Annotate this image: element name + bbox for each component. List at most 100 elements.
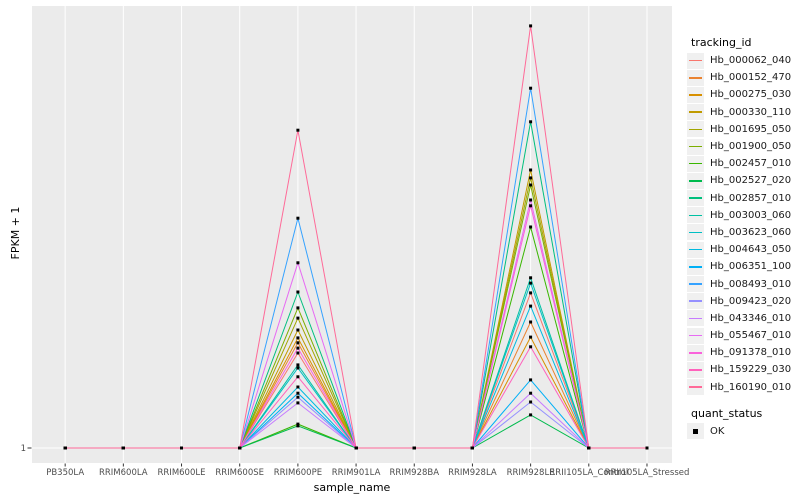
legend-item-label: Hb_006351_100 — [710, 261, 792, 273]
data-point — [296, 341, 300, 345]
legend-item-Hb_091378_010: Hb_091378_010 — [683, 344, 800, 361]
data-point — [529, 120, 533, 124]
data-point — [529, 413, 533, 417]
line-swatch-icon — [689, 145, 702, 148]
legend-item-label: Hb_091378_010 — [710, 347, 792, 359]
data-point — [296, 401, 300, 405]
legend-key — [687, 423, 704, 440]
data-point — [296, 346, 300, 350]
x-axis-title: sample_name — [314, 481, 391, 494]
legend-item-label: Hb_002457_010 — [710, 158, 792, 170]
legend-key — [687, 344, 704, 361]
data-point — [296, 261, 300, 265]
data-point — [296, 351, 300, 355]
data-point — [296, 316, 300, 320]
x-tick-label: RRIM600PE — [274, 468, 322, 478]
line-swatch-icon — [689, 180, 702, 182]
data-point — [470, 446, 474, 450]
line-swatch-icon — [689, 162, 702, 165]
x-tick-label: RRII105LA_Stressed — [605, 468, 690, 478]
line-swatch-icon — [689, 231, 702, 234]
data-point — [529, 86, 533, 90]
legend-key — [687, 361, 704, 378]
x-tick-label: RRII105LA_Control — [549, 468, 628, 478]
legend-items: Hb_000062_040 Hb_000152_470 Hb_000275_030 H… — [683, 52, 800, 396]
legend-key — [687, 379, 704, 396]
legend-item-label: Hb_008493_010 — [710, 278, 792, 290]
legend-item-label: Hb_002527_020 — [710, 175, 792, 187]
legend-key — [687, 224, 704, 241]
line-swatch-icon — [689, 283, 702, 285]
legend-item-Hb_055467_010: Hb_055467_010 — [683, 327, 800, 344]
data-point — [529, 304, 533, 308]
line-swatch-icon — [689, 111, 702, 113]
y-tick-label: 1 — [21, 444, 26, 454]
data-point — [529, 198, 533, 202]
line-swatch-icon — [689, 94, 702, 96]
data-point — [296, 328, 300, 332]
line-swatch-icon — [689, 334, 702, 337]
legend-item-label: OK — [710, 425, 725, 437]
data-point — [529, 281, 533, 285]
legend-item-label: Hb_000152_470 — [710, 72, 792, 84]
data-point — [296, 366, 300, 370]
data-point — [296, 306, 300, 310]
data-point — [296, 363, 300, 367]
axis-text: FPKM + 1 1 sample_name — [9, 207, 391, 494]
data-point — [529, 335, 533, 339]
legend-item-label: Hb_004643_050 — [710, 244, 792, 256]
data-point — [296, 422, 300, 426]
legend-item-label: Hb_001900_050 — [710, 141, 792, 153]
x-tick-label: PB350LA — [46, 468, 84, 478]
legend-key — [687, 69, 704, 86]
data-point — [412, 446, 416, 450]
legend-item-Hb_159229_030: Hb_159229_030 — [683, 361, 800, 378]
legend-key — [687, 52, 704, 69]
data-point — [354, 446, 358, 450]
data-point — [296, 216, 300, 220]
line-swatch-icon — [689, 352, 702, 354]
legend-item-Hb_002527_020: Hb_002527_020 — [683, 172, 800, 189]
data-point — [296, 391, 300, 395]
data-point — [296, 290, 300, 294]
data-point — [121, 446, 125, 450]
y-axis-title: FPKM + 1 — [9, 207, 22, 260]
legend-item-label: Hb_160190_010 — [710, 381, 792, 393]
line-swatch-icon — [689, 197, 702, 199]
data-point — [296, 424, 300, 428]
x-tick-label: RRIM928BA — [390, 468, 440, 478]
data-point — [645, 446, 649, 450]
line-swatch-icon — [689, 128, 702, 131]
x-tick-label: RRIM928LA — [448, 468, 497, 478]
legend-item-label: Hb_000330_110 — [710, 106, 792, 118]
legend-item-label: Hb_000275_030 — [710, 89, 792, 101]
data-point — [63, 446, 67, 450]
legend-key — [687, 241, 704, 258]
line-swatch-icon — [689, 300, 702, 302]
data-point — [587, 446, 591, 450]
legend-item-Hb_160190_010: Hb_160190_010 — [683, 379, 800, 396]
legend-key — [687, 258, 704, 275]
data-point — [296, 395, 300, 399]
legend-key — [687, 293, 704, 310]
legend-title-quant: quant_status — [691, 406, 763, 420]
legend-item-Hb_002457_010: Hb_002457_010 — [683, 155, 800, 172]
legend-item-label: Hb_043346_010 — [710, 312, 792, 324]
square-marker-icon — [693, 428, 698, 434]
legend-item-label: Hb_000062_040 — [710, 55, 792, 67]
x-tick-label: RRIM600LA — [99, 468, 148, 478]
data-point — [238, 446, 242, 450]
legend-item-Hb_003623_060: Hb_003623_060 — [683, 224, 800, 241]
legend-item-Hb_000062_040: Hb_000062_040 — [683, 52, 800, 69]
x-tick-label: RRIM928LE — [507, 468, 555, 478]
data-point — [529, 176, 533, 180]
data-point — [529, 168, 533, 172]
legend-key — [687, 276, 704, 293]
legend-item-label: Hb_003003_060 — [710, 209, 792, 221]
legend-item-Hb_001695_050: Hb_001695_050 — [683, 121, 800, 138]
legend-item-label: Hb_055467_010 — [710, 330, 792, 342]
legend-key — [687, 190, 704, 207]
legend-item-Hb_008493_010: Hb_008493_010 — [683, 275, 800, 293]
